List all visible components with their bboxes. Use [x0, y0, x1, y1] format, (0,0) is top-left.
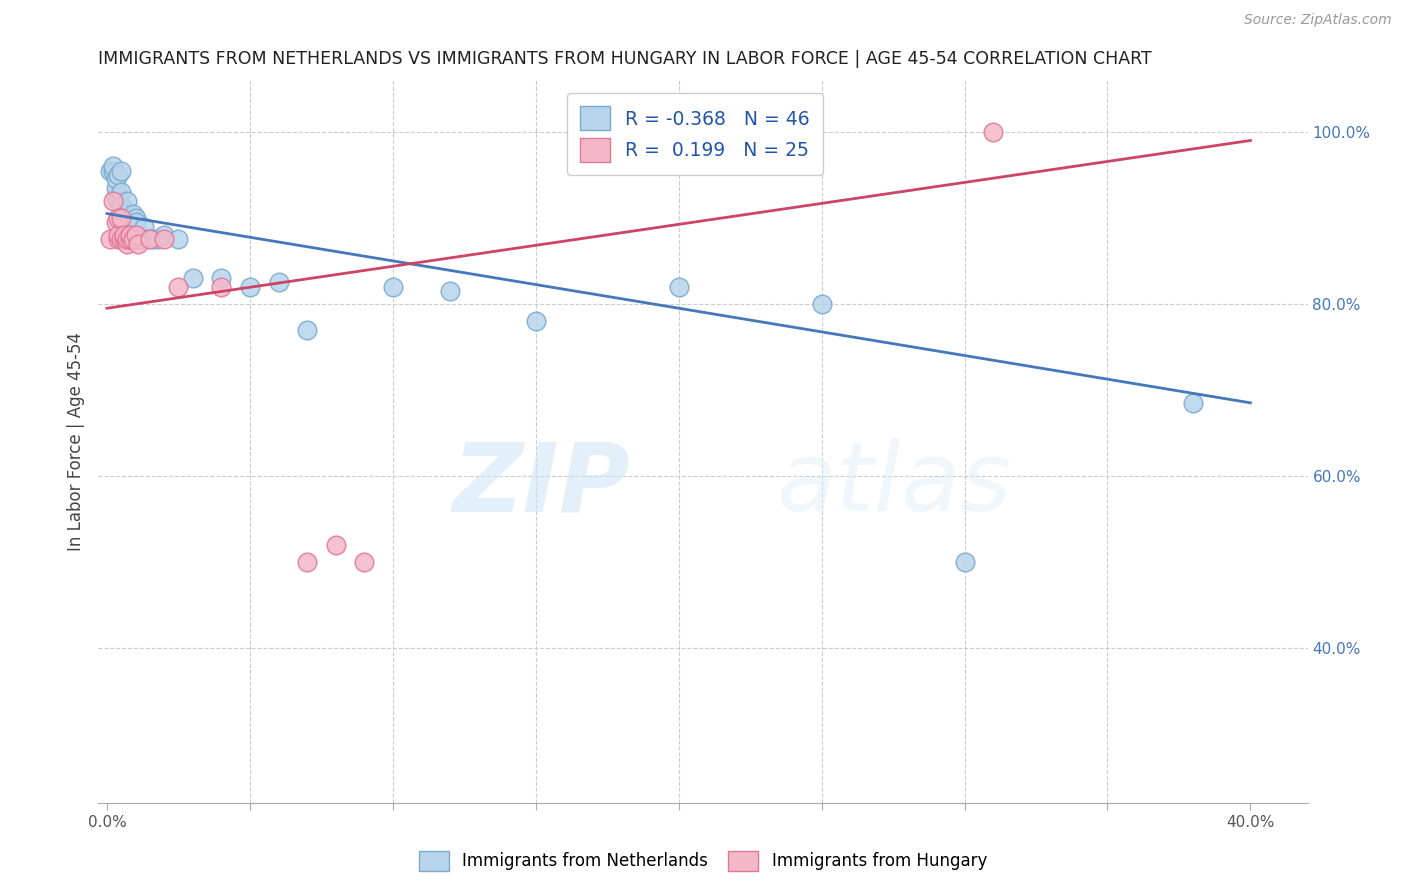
Point — [115, 236, 138, 251]
Point — [129, 232, 152, 246]
Point — [104, 215, 127, 229]
Point — [121, 232, 143, 246]
Point — [104, 181, 127, 195]
Point — [139, 232, 162, 246]
Point — [121, 206, 143, 220]
Point — [112, 232, 135, 246]
Point — [167, 279, 190, 293]
Point — [136, 232, 159, 246]
Point — [209, 271, 232, 285]
Point — [267, 276, 290, 290]
Point — [1182, 396, 1205, 410]
Point — [134, 219, 156, 234]
Text: IMMIGRANTS FROM NETHERLANDS VS IMMIGRANTS FROM HUNGARY IN LABOR FORCE | AGE 45-5: IMMIGRANTS FROM NETHERLANDS VS IMMIGRANT… — [98, 50, 1152, 68]
Point — [115, 224, 138, 238]
Legend: R = -0.368   N = 46, R =  0.199   N = 25: R = -0.368 N = 46, R = 0.199 N = 25 — [567, 94, 823, 175]
Point — [295, 323, 318, 337]
Point — [112, 206, 135, 220]
Point — [142, 232, 165, 246]
Point — [107, 232, 129, 246]
Point — [181, 271, 204, 285]
Point — [101, 159, 124, 173]
Point — [127, 232, 149, 246]
Point — [981, 125, 1004, 139]
Point — [112, 215, 135, 229]
Point — [668, 279, 690, 293]
Point — [381, 279, 404, 293]
Point — [115, 211, 138, 225]
Point — [110, 185, 132, 199]
Point — [107, 211, 129, 225]
Point — [810, 297, 832, 311]
Text: ZIP: ZIP — [453, 438, 630, 532]
Point — [110, 232, 132, 246]
Point — [167, 232, 190, 246]
Point — [148, 232, 170, 246]
Point — [127, 236, 149, 251]
Point — [110, 198, 132, 212]
Point — [107, 168, 129, 182]
Point — [101, 194, 124, 208]
Point — [295, 555, 318, 569]
Point — [107, 228, 129, 243]
Point — [239, 279, 262, 293]
Point — [104, 172, 127, 186]
Point — [153, 228, 176, 243]
Point — [107, 194, 129, 208]
Point — [953, 555, 976, 569]
Text: Source: ZipAtlas.com: Source: ZipAtlas.com — [1244, 13, 1392, 28]
Point — [110, 198, 132, 212]
Point — [101, 163, 124, 178]
Point — [127, 228, 149, 243]
Point — [112, 219, 135, 234]
Point — [124, 228, 146, 243]
Point — [110, 211, 132, 225]
Point — [115, 194, 138, 208]
Point — [524, 314, 547, 328]
Y-axis label: In Labor Force | Age 45-54: In Labor Force | Age 45-54 — [66, 332, 84, 551]
Point — [121, 228, 143, 243]
Point — [124, 215, 146, 229]
Point — [439, 284, 461, 298]
Point — [98, 232, 121, 246]
Point — [110, 163, 132, 178]
Legend: Immigrants from Netherlands, Immigrants from Hungary: Immigrants from Netherlands, Immigrants … — [411, 842, 995, 880]
Point — [115, 232, 138, 246]
Point — [112, 228, 135, 243]
Point — [353, 555, 375, 569]
Point — [104, 189, 127, 203]
Text: atlas: atlas — [776, 438, 1011, 532]
Point — [118, 228, 141, 243]
Point — [118, 211, 141, 225]
Point — [209, 279, 232, 293]
Point — [107, 194, 129, 208]
Point — [118, 232, 141, 246]
Point — [118, 232, 141, 246]
Point — [98, 163, 121, 178]
Point — [124, 211, 146, 225]
Point — [153, 232, 176, 246]
Point — [325, 538, 347, 552]
